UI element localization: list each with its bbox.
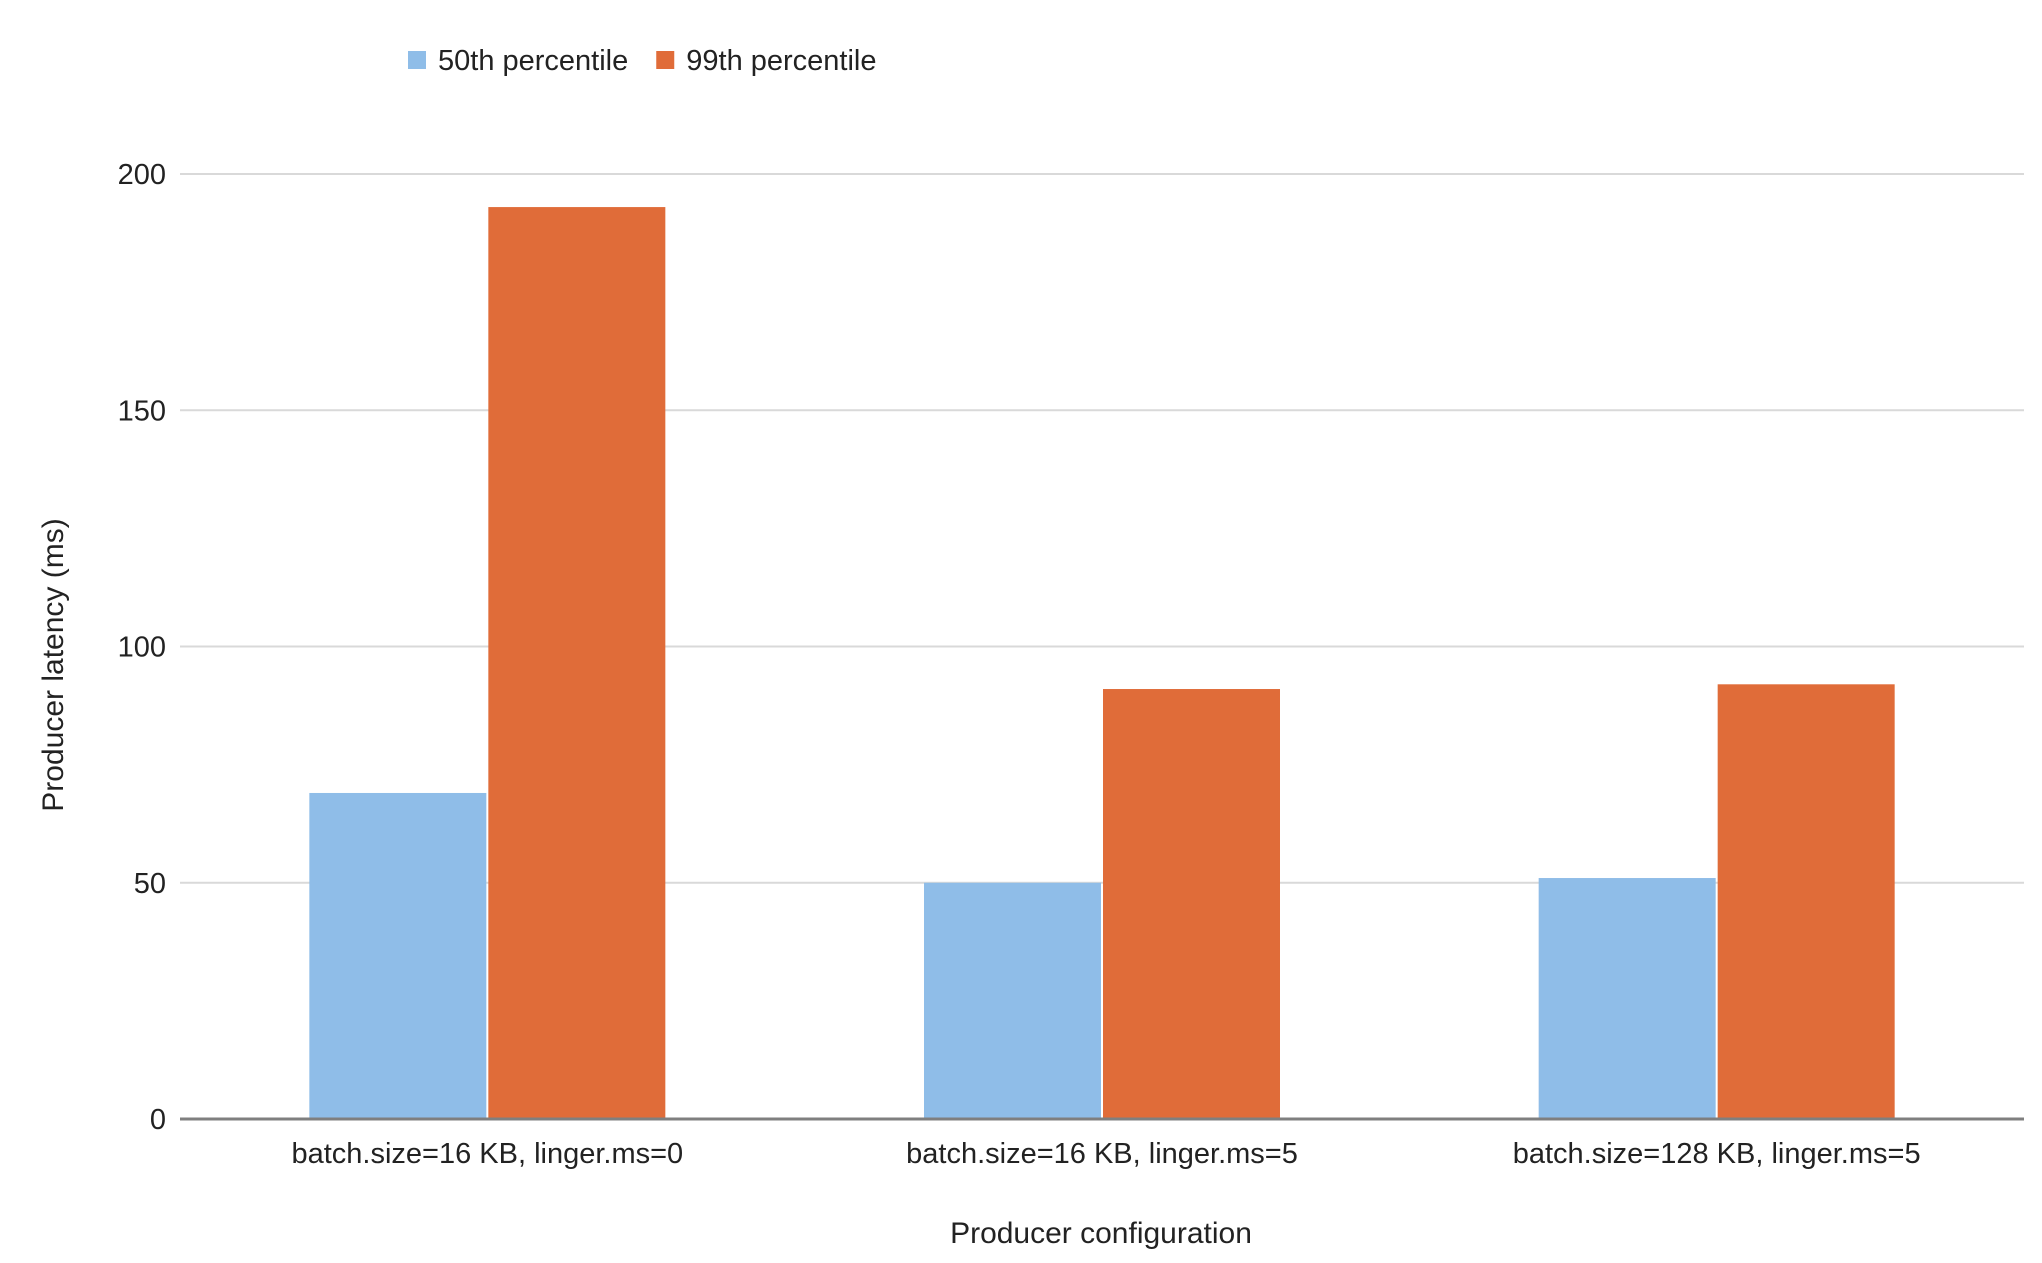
bar-p99-2 (1103, 689, 1280, 1119)
y-tick-label: 200 (118, 159, 166, 191)
y-tick-label: 150 (118, 395, 166, 427)
y-tick-label: 0 (150, 1104, 166, 1136)
bars (309, 207, 1895, 1119)
x-axis-title: Producer configuration (950, 1217, 1252, 1250)
y-tick-label: 100 (118, 632, 166, 664)
bar-p50-2 (924, 882, 1101, 1119)
legend: 50th percentile 99th percentile (408, 45, 877, 77)
y-axis-title: Producer latency (ms) (37, 518, 70, 811)
bar-p99-3 (1717, 684, 1895, 1119)
x-category-label: batch.size=16 KB, linger.ms=0 (291, 1138, 683, 1170)
legend-label-2: 99th percentile (686, 45, 876, 77)
legend-label-1: 50th percentile (438, 45, 628, 77)
bar-p50-3 (1538, 878, 1716, 1119)
x-category-label: batch.size=16 KB, linger.ms=5 (906, 1138, 1298, 1170)
axes: 0 50 100 150 200 batch.size=16 KB, linger.ms=… (118, 159, 2024, 1170)
legend-swatch-1 (408, 51, 426, 69)
y-tick-label: 50 (134, 868, 166, 900)
bar-p50-1 (309, 792, 487, 1119)
legend-swatch-2 (656, 51, 675, 69)
bar-p99-1 (488, 207, 666, 1119)
x-category-label: batch.size=128 KB, linger.ms=5 (1513, 1138, 1921, 1170)
gridlines (180, 173, 2024, 884)
